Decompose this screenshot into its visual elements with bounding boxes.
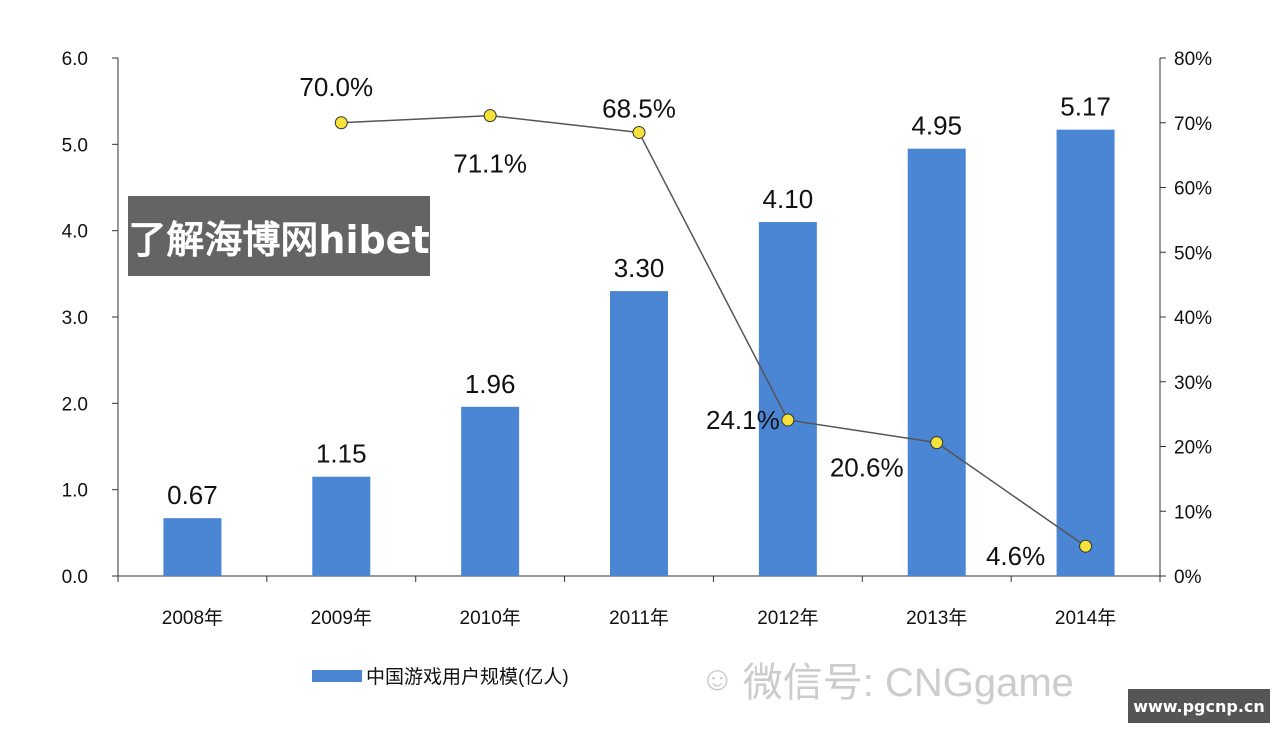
bar bbox=[907, 148, 966, 576]
line-label: 71.1% bbox=[453, 149, 527, 179]
line-label: 20.6% bbox=[830, 453, 904, 483]
site-badge: www.pgcnp.cn bbox=[1128, 689, 1270, 723]
line-label: 4.6% bbox=[986, 541, 1045, 571]
legend: 中国游戏用户规模(亿人) bbox=[312, 662, 569, 689]
x-tick-label: 2008年 bbox=[162, 607, 223, 629]
x-tick-label: 2012年 bbox=[757, 607, 818, 629]
line-label: 24.1% bbox=[706, 405, 780, 435]
right-tick-label: 30% bbox=[1174, 373, 1212, 394]
line-point bbox=[483, 109, 497, 123]
left-tick-label: 0.0 bbox=[62, 567, 88, 588]
x-tick-label: 2014年 bbox=[1055, 607, 1116, 629]
bar bbox=[1056, 129, 1115, 576]
x-tick-label: 2011年 bbox=[609, 607, 669, 629]
line-point bbox=[781, 413, 795, 427]
bar bbox=[758, 222, 817, 577]
legend-label: 中国游戏用户规模(亿人) bbox=[366, 667, 569, 688]
bar-label: 3.30 bbox=[614, 253, 665, 283]
line-label: 68.5% bbox=[602, 93, 676, 123]
right-tick-label: 80% bbox=[1174, 49, 1212, 70]
line-point bbox=[930, 436, 944, 450]
bar-label: 4.10 bbox=[763, 184, 814, 214]
right-tick-label: 0% bbox=[1174, 567, 1202, 588]
right-tick-label: 70% bbox=[1174, 114, 1212, 135]
wechat-icon: ☺ bbox=[700, 659, 735, 698]
bar-label: 1.96 bbox=[465, 369, 516, 399]
x-tick-label: 2010年 bbox=[460, 607, 521, 629]
watermark-text: 微信号: CNGgame bbox=[742, 661, 1074, 705]
right-tick-label: 60% bbox=[1174, 179, 1212, 200]
bar-label: 4.95 bbox=[911, 111, 962, 141]
line-point bbox=[632, 125, 646, 139]
right-tick-label: 20% bbox=[1174, 438, 1212, 459]
x-tick-label: 2009年 bbox=[311, 607, 372, 629]
right-tick-label: 40% bbox=[1174, 308, 1212, 329]
watermark: ☺ 微信号: CNGgame bbox=[700, 650, 1074, 708]
left-tick-label: 4.0 bbox=[62, 222, 88, 243]
bar bbox=[610, 291, 668, 576]
left-tick-label: 6.0 bbox=[62, 49, 88, 70]
x-tick-label: 2013年 bbox=[906, 607, 967, 629]
bar-label: 0.67 bbox=[167, 480, 218, 510]
line-point bbox=[1079, 539, 1093, 553]
left-tick-label: 5.0 bbox=[62, 135, 88, 156]
line-point bbox=[334, 116, 348, 130]
right-tick-label: 50% bbox=[1174, 243, 1212, 264]
bar-label: 5.17 bbox=[1060, 92, 1111, 122]
left-tick-label: 2.0 bbox=[62, 394, 88, 415]
bar bbox=[312, 476, 371, 576]
overlay-banner: 了解海博网hibet bbox=[128, 196, 430, 276]
bar-label: 1.15 bbox=[316, 439, 367, 469]
left-tick-label: 1.0 bbox=[62, 481, 88, 502]
bar bbox=[163, 518, 222, 576]
legend-swatch bbox=[312, 669, 362, 682]
bar bbox=[461, 406, 520, 576]
line-label: 70.0% bbox=[299, 72, 373, 102]
left-tick-label: 3.0 bbox=[62, 308, 88, 329]
right-tick-label: 10% bbox=[1174, 502, 1212, 523]
line-series bbox=[341, 114, 1086, 547]
